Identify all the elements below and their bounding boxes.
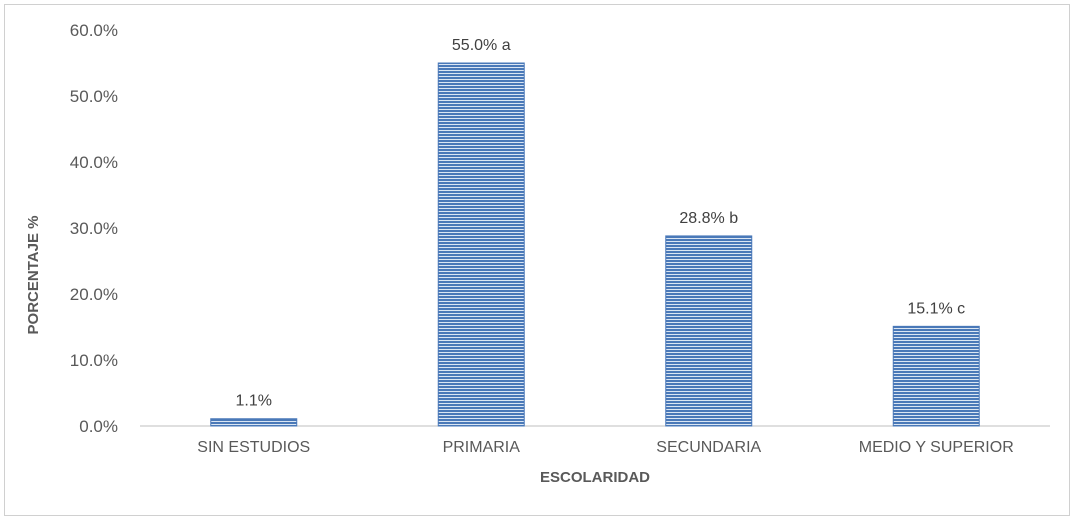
bar xyxy=(437,62,525,427)
y-tick-label: 10.0% xyxy=(70,351,118,370)
bar-value-label: 28.8% b xyxy=(679,210,738,227)
x-axis-tick-labels: SIN ESTUDIOS PRIMARIA SECUNDARIA MEDIO Y SU… xyxy=(197,439,1013,456)
bar-value-label: 55.0% a xyxy=(452,37,511,54)
chart-frame: 0.0% 10.0% 20.0% 30.0% 40.0% 50.0% 60.0% 1.1% 5… xyxy=(4,4,1070,516)
x-tick-label: PRIMARIA xyxy=(443,439,521,456)
x-tick-label: SIN ESTUDIOS xyxy=(197,439,310,456)
y-axis-title: PORCENTAJE % xyxy=(25,216,42,335)
y-tick-label: 30.0% xyxy=(70,219,118,238)
y-tick-label: 50.0% xyxy=(70,87,118,106)
x-axis-title: ESCOLARIDAD xyxy=(540,469,650,486)
bar-value-label: 15.1% c xyxy=(907,300,965,317)
data-labels: 1.1% 55.0% a 28.8% b 15.1% c xyxy=(236,37,966,410)
y-tick-label: 0.0% xyxy=(79,417,118,436)
bar xyxy=(665,235,753,427)
bar-value-label: 1.1% xyxy=(236,393,272,410)
y-axis-tick-labels: 0.0% 10.0% 20.0% 30.0% 40.0% 50.0% 60.0% xyxy=(70,21,118,436)
y-tick-label: 20.0% xyxy=(70,285,118,304)
bar xyxy=(210,418,298,427)
bars xyxy=(210,62,980,427)
bar xyxy=(892,325,980,427)
y-tick-label: 40.0% xyxy=(70,153,118,172)
x-tick-label: MEDIO Y SUPERIOR xyxy=(859,439,1014,456)
x-tick-label: SECUNDARIA xyxy=(656,439,761,456)
y-tick-label: 60.0% xyxy=(70,21,118,40)
bar-chart: 0.0% 10.0% 20.0% 30.0% 40.0% 50.0% 60.0% 1.1% 5… xyxy=(25,21,1050,486)
